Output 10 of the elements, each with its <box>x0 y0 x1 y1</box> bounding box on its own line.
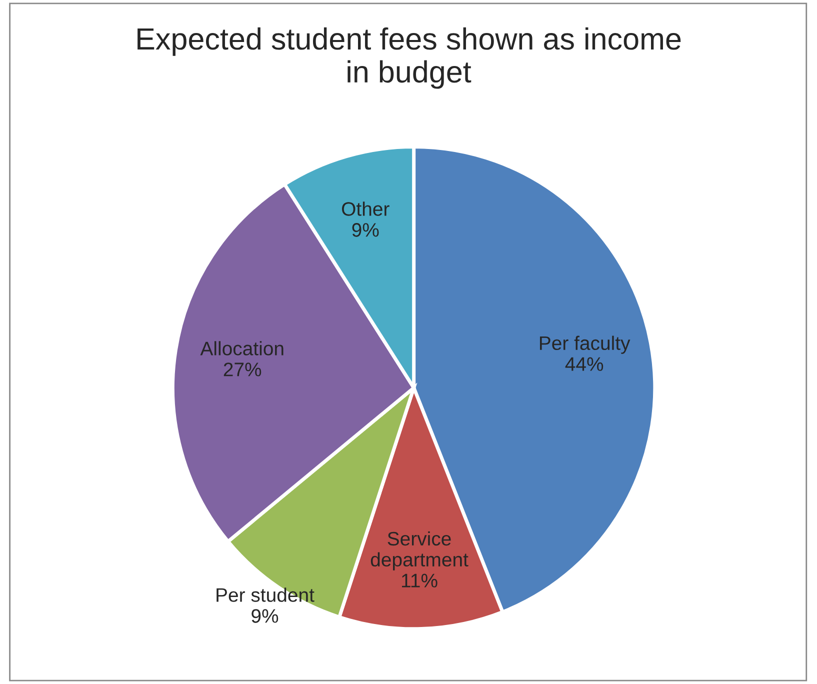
slice-label: Per faculty <box>540 336 630 354</box>
slice-label: Service department <box>370 531 468 570</box>
data-label: 27% <box>224 362 262 376</box>
slice-label: Other <box>342 202 390 216</box>
data-label: 9% <box>252 609 278 623</box>
chart-title: Expected student fees shown as income in budget <box>138 27 681 89</box>
data-label: 11% <box>402 574 438 588</box>
data-label: 44% <box>565 357 604 371</box>
slice-label: Allocation <box>200 341 284 356</box>
data-label: 9% <box>352 223 379 237</box>
